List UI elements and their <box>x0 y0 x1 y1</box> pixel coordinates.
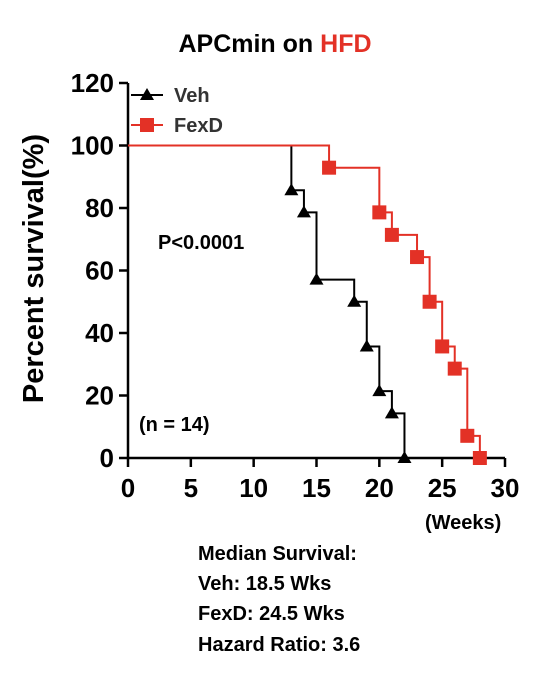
chart-title: APCmin on HFD <box>0 30 550 59</box>
x-tick-label: 10 <box>239 473 268 503</box>
data-point-veh <box>384 406 399 419</box>
p-value-label: P<0.0001 <box>158 232 245 254</box>
data-point-fexd <box>472 451 487 465</box>
title-accent: HFD <box>320 30 372 58</box>
legend-marker-fexd <box>140 118 154 132</box>
median-heading: Median Survival: <box>198 543 357 565</box>
x-axis-units: (Weeks) <box>425 512 502 534</box>
median-fexd: FexD: 24.5 Wks <box>198 603 345 625</box>
y-tick-label: 20 <box>85 381 114 411</box>
x-tick-label: 0 <box>121 473 135 503</box>
x-tick-label: 30 <box>491 473 520 503</box>
data-point-veh <box>309 272 324 285</box>
data-point-veh <box>397 451 412 463</box>
data-point-fexd <box>460 428 475 443</box>
data-point-fexd <box>447 361 462 376</box>
data-point-fexd <box>384 227 399 242</box>
y-tick-label: 40 <box>85 318 114 348</box>
x-tick-label: 5 <box>184 473 198 503</box>
series-line-fexd <box>128 144 481 458</box>
data-point-fexd <box>422 294 437 309</box>
y-tick-label: 120 <box>71 68 114 98</box>
title-prefix: APCmin on <box>178 30 321 58</box>
data-point-veh <box>347 294 362 307</box>
data-point-veh <box>372 384 387 397</box>
y-tick-label: 0 <box>100 443 114 473</box>
legend-label-veh: Veh <box>174 85 210 107</box>
data-point-fexd <box>322 160 337 175</box>
data-point-fexd <box>435 339 450 354</box>
median-veh: Veh: 18.5 Wks <box>198 573 332 595</box>
y-tick-label: 80 <box>85 193 114 223</box>
y-axis-label: Percent survival(%) <box>18 134 50 403</box>
legend-marker-veh <box>140 88 154 100</box>
legend-label-fexd: FexD <box>174 115 223 137</box>
data-point-veh <box>296 205 311 218</box>
sample-size-label: (n = 14) <box>139 414 210 436</box>
data-point-veh <box>359 339 374 352</box>
data-point-fexd <box>372 205 387 220</box>
y-tick-label: 100 <box>71 131 114 161</box>
x-tick-label: 25 <box>428 473 457 503</box>
x-tick-label: 20 <box>365 473 394 503</box>
data-point-veh <box>284 183 299 196</box>
hazard-ratio: Hazard Ratio: 3.6 <box>198 634 361 656</box>
y-tick-label: 60 <box>85 256 114 286</box>
series-line-veh <box>128 144 406 458</box>
x-tick-label: 15 <box>302 473 331 503</box>
data-point-fexd <box>410 250 425 265</box>
